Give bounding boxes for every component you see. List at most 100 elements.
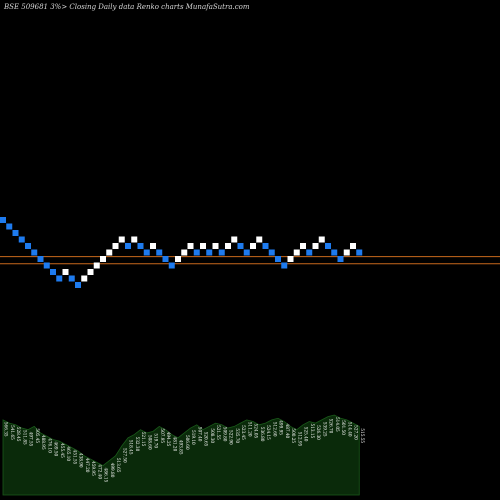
volume-value-label: 535.70: [235, 428, 240, 443]
renko-brick-up: [118, 236, 125, 243]
renko-brick-down: [50, 269, 56, 275]
renko-brick-down: [268, 249, 275, 256]
renko-brick-up: [81, 275, 88, 282]
volume-value-label: 501.50: [341, 420, 346, 435]
volume-value-label: 541.65: [10, 425, 15, 440]
renko-brick-down: [162, 256, 169, 262]
renko-brick-down: [193, 249, 200, 256]
volume-value-label: 469.50: [54, 441, 59, 456]
renko-brick-up: [131, 236, 138, 243]
renko-brick-down: [125, 243, 131, 249]
volume-value-label: 536.80: [260, 427, 265, 442]
renko-brick-down: [243, 249, 250, 256]
volume-value-label: 447.20: [85, 458, 90, 473]
volume-value-label: 451.55: [72, 450, 77, 465]
renko-brick-up: [93, 262, 100, 269]
volume-value-label: 459.95: [91, 461, 96, 476]
renko-brick-up: [343, 249, 350, 256]
renko-brick-down: [262, 243, 269, 249]
renko-brick-down: [156, 249, 163, 256]
volume-area-path: [2, 414, 360, 496]
renko-brick-up: [287, 256, 294, 262]
volume-value-label: 515.55: [360, 428, 365, 443]
volume-value-label: 500.25: [291, 428, 296, 443]
renko-brick-up: [175, 256, 181, 262]
volume-value-label: 499.80: [110, 463, 115, 478]
renko-brick-up: [231, 236, 238, 243]
renko-brick-up: [100, 256, 106, 262]
renko-brick-down: [306, 249, 313, 256]
volume-value-label: 539.25: [322, 422, 327, 437]
volume-value-label: 465.10: [66, 446, 71, 461]
volume-value-label: 520.65: [204, 432, 209, 447]
renko-brick-down: [43, 262, 50, 269]
volume-value-label: 508.60: [147, 435, 152, 450]
renko-brick-up: [187, 243, 194, 249]
volume-value-label: 525.40: [304, 427, 309, 442]
renko-brick-up: [112, 243, 119, 249]
renko-brick-down: [37, 256, 44, 262]
renko-brick-up: [318, 236, 325, 243]
renko-brick-up: [212, 243, 219, 249]
renko-brick-up: [312, 243, 319, 249]
volume-value-label: 505.45: [35, 428, 40, 443]
volume-value-label: 519.70: [154, 433, 159, 448]
volume-value-label: 511.20: [247, 422, 252, 437]
volume-value-label: 508.30: [210, 428, 215, 443]
renko-brick-up: [256, 236, 263, 243]
volume-value-label: 526.70: [329, 419, 334, 434]
volume-value-label: 455.45: [60, 443, 65, 458]
renko-brick-down: [143, 249, 150, 256]
volume-value-label: 481.20: [172, 437, 177, 452]
volume-value-label: 526.30: [316, 425, 321, 440]
volume-value-label: 499.95: [279, 420, 284, 435]
renko-brick-up: [350, 243, 356, 249]
volume-value-label: 523.45: [241, 425, 246, 440]
volume-value-label: 438.90: [79, 453, 84, 468]
renko-brick-down: [356, 249, 363, 256]
renko-brick-up: [293, 249, 300, 256]
volume-value-label: 521.55: [216, 425, 221, 440]
volume-value-label: 507.40: [197, 427, 202, 442]
renko-brick-up: [87, 269, 94, 275]
volume-value-label: 493.85: [179, 440, 184, 455]
renko-brick-down: [206, 249, 213, 256]
chart-title: BSE 509681 3%> Closing Daily data Renko …: [4, 3, 250, 11]
volume-value-label: 497.55: [29, 432, 34, 447]
volume-value-label: 506.60: [185, 435, 190, 450]
renko-brick-down: [137, 243, 144, 249]
renko-brick-up: [300, 243, 306, 249]
renko-brick-down: [218, 249, 225, 256]
renko-brick-up: [225, 243, 231, 249]
renko-brick-down: [12, 230, 19, 236]
volume-value-label: 488.95: [41, 435, 46, 450]
renko-brick-up: [181, 249, 188, 256]
volume-value-label: 527.20: [354, 425, 359, 440]
renko-brick-down: [56, 275, 63, 282]
renko-brick-down: [237, 243, 244, 249]
volume-value-label: 511.85: [22, 430, 27, 445]
volume-value-label: 532.30: [135, 437, 140, 452]
volume-value-label: 519.10: [191, 430, 196, 445]
renko-brick-up: [106, 249, 113, 256]
volume-value-label: 528.45: [16, 427, 21, 442]
renko-brick-down: [25, 243, 31, 249]
volume-value-label: 476.10: [47, 438, 52, 453]
renko-brick-down: [6, 223, 13, 230]
renko-brick-up: [62, 269, 69, 275]
renko-brick-down: [31, 249, 38, 256]
volume-value-label: 514.40: [347, 422, 352, 437]
volume-value-label: 472.40: [97, 464, 102, 479]
renko-brick-up: [150, 243, 156, 249]
volume-value-label: 518.45: [129, 440, 134, 455]
volume-value-label: 514.05: [335, 417, 340, 432]
volume-value-label: 566.35: [4, 422, 9, 437]
renko-brick-down: [168, 262, 175, 269]
renko-bricks: [0, 217, 363, 288]
reference-lines: [0, 256, 500, 265]
renko-brick-down: [331, 249, 338, 256]
renko-brick-down: [325, 243, 331, 249]
volume-value-label: 487.40: [285, 424, 290, 439]
renko-brick-down: [275, 256, 281, 262]
